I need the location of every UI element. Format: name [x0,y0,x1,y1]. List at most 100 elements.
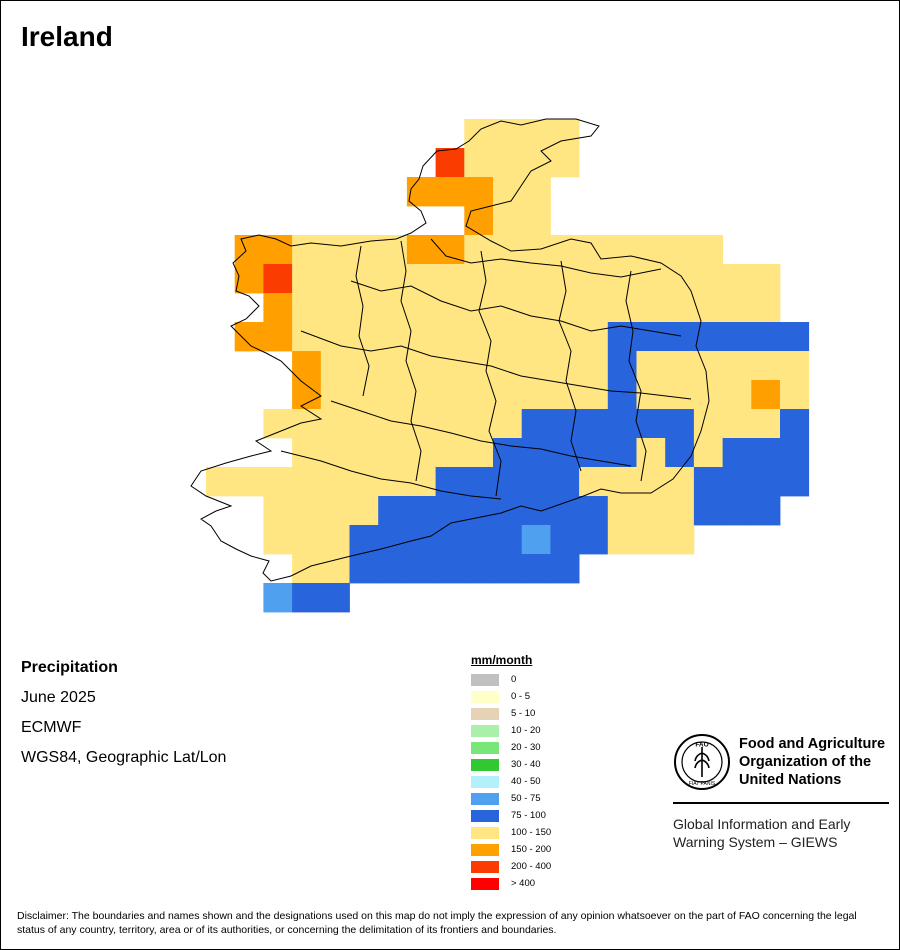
precip-cell [607,496,637,526]
precip-cell [406,554,436,584]
precip-cell [406,409,436,439]
precip-cell [521,148,551,178]
legend-swatch [471,724,499,737]
legend-label: 75 - 100 [511,810,546,821]
precip-cell [607,467,637,497]
precip-cell [751,293,781,323]
inner-boundary-8 [625,270,647,482]
precip-cell [292,438,322,468]
precip-cell [693,235,723,265]
legend-label: 0 [511,674,517,685]
legend-title: mm/month [471,653,533,667]
precip-cell [722,380,752,410]
precip-cell [579,351,609,381]
legend-item: 5 - 10 [471,705,551,722]
inner-boundary-ni [430,238,662,278]
precip-cell [406,438,436,468]
precip-cell [263,322,293,352]
precip-cell [722,322,752,352]
precip-cell [263,264,293,294]
precip-cell [320,409,350,439]
precip-cell [464,119,494,149]
precip-cell [665,496,695,526]
precip-cell [751,409,781,439]
precip-cell [550,264,580,294]
precip-cell [320,467,350,497]
legend-label: 0 - 5 [511,691,531,702]
precip-cell [435,525,465,555]
legend-swatch [471,690,499,703]
precip-cell [722,496,752,526]
precip-cell [292,235,322,265]
precip-cell [464,206,494,236]
precip-cell [378,380,408,410]
precip-cell [665,351,695,381]
precip-cell [550,554,580,584]
precip-cell [464,380,494,410]
precip-cell [780,438,810,468]
inner-boundary-6 [478,250,502,497]
precip-cell [292,525,322,555]
precip-cell [636,525,666,555]
precip-cell [234,467,264,497]
disclaimer: Disclaimer: The boundaries and names sho… [17,910,857,936]
map-title: Ireland [21,21,113,52]
legend-item: 200 - 400 [471,858,551,875]
precip-cell [722,293,752,323]
precip-cell [349,409,379,439]
precip-cell [378,409,408,439]
precip-cell [435,554,465,584]
precip-cell [349,438,379,468]
precip-cell [607,409,637,439]
precip-cell [435,148,465,178]
legend-item: 0 [471,671,551,688]
precip-cell [320,264,350,294]
precip-cell [636,438,666,468]
legend-swatch [471,707,499,720]
precip-cell [349,380,379,410]
precip-cell [378,525,408,555]
precip-cell [693,409,723,439]
legend-label: 100 - 150 [511,827,552,838]
precip-cell [493,322,523,352]
precip-cell [550,148,580,178]
precip-cell [378,554,408,584]
precip-cell [320,351,350,381]
precip-cell [292,380,322,410]
precip-cell [435,380,465,410]
precip-cell [378,264,408,294]
precip-cell [521,496,551,526]
inner-boundary-2 [300,330,692,400]
precip-cell [693,264,723,294]
precip-cell [464,409,494,439]
precip-cell [780,467,810,497]
precip-cell [665,409,695,439]
precip-cell [406,496,436,526]
precip-cell [406,177,436,207]
precip-cell [406,293,436,323]
precip-cell [550,496,580,526]
precip-cell [493,148,523,178]
precip-cell [722,264,752,294]
precip-cell [464,438,494,468]
precip-cell [435,264,465,294]
precip-cell [464,525,494,555]
legend-item: > 400 [471,875,551,892]
precip-cell [579,409,609,439]
legend-label: 5 - 10 [511,708,536,719]
legend-label: 40 - 50 [511,776,541,787]
fao-logo-motto: FIAT PANIS [689,781,716,787]
precip-cell [521,525,551,555]
precip-cell [349,525,379,555]
precip-cell [780,322,810,352]
precip-cell [636,322,666,352]
precip-cell [607,525,637,555]
precip-cell [722,438,752,468]
precip-cell [780,409,810,439]
legend-item: 40 - 50 [471,773,551,790]
precip-cell [665,525,695,555]
precip-cell [435,438,465,468]
legend-item: 75 - 100 [471,807,551,824]
precip-cell [693,351,723,381]
legend-label: 30 - 40 [511,759,541,770]
